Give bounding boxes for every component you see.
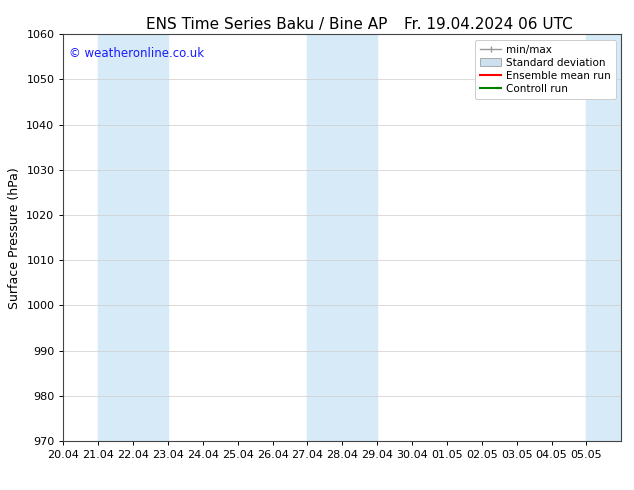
Text: © weatheronline.co.uk: © weatheronline.co.uk — [69, 47, 204, 59]
Bar — [98, 34, 168, 441]
Bar — [586, 34, 621, 441]
Y-axis label: Surface Pressure (hPa): Surface Pressure (hPa) — [8, 167, 21, 309]
Legend: min/max, Standard deviation, Ensemble mean run, Controll run: min/max, Standard deviation, Ensemble me… — [475, 40, 616, 99]
Bar — [307, 34, 377, 441]
Text: Fr. 19.04.2024 06 UTC: Fr. 19.04.2024 06 UTC — [404, 17, 573, 32]
Text: ENS Time Series Baku / Bine AP: ENS Time Series Baku / Bine AP — [146, 17, 387, 32]
